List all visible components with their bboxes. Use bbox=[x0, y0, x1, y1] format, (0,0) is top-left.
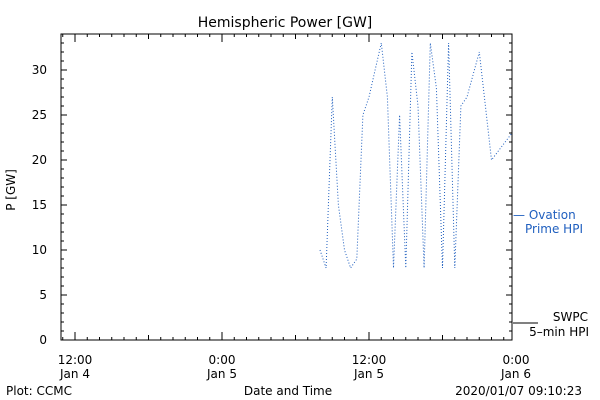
x-tick-time-label: 12:00 bbox=[58, 353, 93, 367]
plot-timestamp: 2020/01/07 09:10:23 bbox=[455, 384, 582, 398]
x-tick-time-label: 12:00 bbox=[352, 353, 387, 367]
y-tick-label: 15 bbox=[32, 198, 47, 212]
y-tick-label: 0 bbox=[39, 333, 47, 347]
legend-swpc-line2: 5–min HPI bbox=[529, 325, 589, 339]
x-tick-date-label: Jan 5 bbox=[353, 367, 384, 381]
chart-title: Hemispheric Power [GW] bbox=[198, 15, 373, 31]
y-tick-label: 25 bbox=[32, 108, 47, 122]
series-layer bbox=[319, 42, 513, 270]
x-tick-date-label: Jan 5 bbox=[206, 367, 237, 381]
plot-credit: Plot: CCMC bbox=[6, 384, 72, 398]
x-tick-date-label: Jan 6 bbox=[500, 367, 531, 381]
legend-ovation-line2: Prime HPI bbox=[525, 222, 583, 236]
y-tick-labels: 0 5 10 15 20 25 30 bbox=[32, 63, 47, 347]
x-tick-time-label: 0:00 bbox=[209, 353, 236, 367]
legend-swpc-line1: SWPC bbox=[553, 310, 588, 324]
ovation-prime-hpi-line bbox=[319, 42, 513, 270]
x-tick-time-label: 0:00 bbox=[503, 353, 530, 367]
y-tick-label: 5 bbox=[39, 288, 47, 302]
y-tick-label: 20 bbox=[32, 153, 47, 167]
y-axis-label: P [GW] bbox=[4, 169, 18, 211]
y-tick-label: 10 bbox=[32, 243, 47, 257]
x-tick-date-label: Jan 4 bbox=[59, 367, 90, 381]
x-axis-label: Date and Time bbox=[244, 384, 332, 398]
plot-frame bbox=[60, 33, 513, 341]
y-tick-label: 30 bbox=[32, 63, 47, 77]
legend-ovation-line1: — Ovation bbox=[513, 208, 576, 222]
